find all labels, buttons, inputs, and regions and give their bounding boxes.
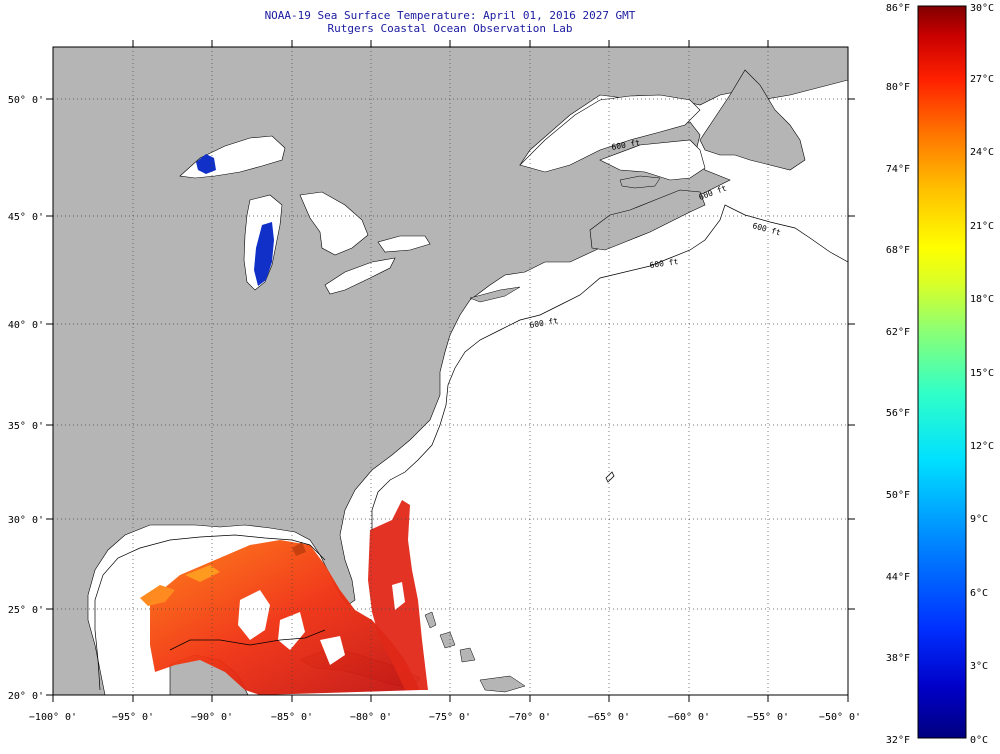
cb-label-c: 6°C [970, 588, 988, 599]
y-label: 35° 0' [8, 421, 44, 432]
y-label: 45° 0' [8, 212, 44, 223]
lake-michigan-cold [254, 222, 274, 286]
land-long-island [469, 286, 521, 303]
cb-label-c: 24°C [970, 147, 994, 158]
x-label: −65° 0' [588, 712, 630, 723]
cb-label-c: 0°C [970, 735, 988, 746]
land-pei [619, 175, 661, 189]
isobath-line-florida [169, 629, 326, 651]
x-label: −60° 0' [668, 712, 710, 723]
island-bermuda [605, 471, 615, 483]
x-label: −90° 0' [191, 712, 233, 723]
y-label: 30° 0' [8, 515, 44, 526]
lake-huron [299, 191, 369, 256]
axis-ticks [46, 40, 855, 702]
isobath-line-gulf [94, 534, 326, 691]
lake-ontario [377, 235, 431, 253]
x-label: −100° 0' [29, 712, 77, 723]
cb-label-f: 38°F [886, 653, 910, 664]
bahamas-islands [424, 611, 476, 663]
cb-label-c: 21°C [970, 221, 994, 232]
x-label: −70° 0' [509, 712, 551, 723]
cb-label-f: 50°F [886, 490, 910, 501]
x-axis-labels: −100° 0' −95° 0' −90° 0' −85° 0' −80° 0'… [29, 712, 861, 723]
map-subtitle: Rutgers Coastal Ocean Observation Lab [327, 22, 573, 35]
cb-label-c: 18°C [970, 294, 994, 305]
cb-label-f: 74°F [886, 164, 910, 175]
cb-label-f: 80°F [886, 82, 910, 93]
sst-swath-gulf [150, 540, 420, 695]
sst-patch-orange-2 [185, 565, 220, 582]
cb-label-c: 3°C [970, 661, 988, 672]
sst-patch-orange [140, 585, 175, 606]
land-hispaniola [479, 675, 526, 693]
y-label: 20° 0' [8, 691, 44, 702]
cb-label-f: 32°F [886, 735, 910, 746]
isobath-label: 600 ft [649, 257, 679, 270]
isobath-line [371, 204, 848, 530]
cb-label-f: 62°F [886, 327, 910, 338]
x-label: −80° 0' [350, 712, 392, 723]
lake-pontchartrain-patch [292, 542, 306, 556]
colorbar-fahrenheit-labels: 86°F 80°F 74°F 68°F 62°F 56°F 50°F 44°F … [886, 3, 910, 746]
x-label: −95° 0' [112, 712, 154, 723]
colorbar [917, 5, 967, 739]
land-newfoundland [699, 69, 806, 171]
cb-label-c: 15°C [970, 368, 994, 379]
y-axis-labels: 50° 0' 45° 0' 40° 0' 35° 0' 30° 0' 25° 0… [8, 95, 44, 702]
gulf-st-lawrence-south [599, 139, 706, 181]
cb-label-c: 12°C [970, 441, 994, 452]
x-label: −55° 0' [747, 712, 789, 723]
cb-label-c: 27°C [970, 74, 994, 85]
lake-erie [324, 257, 396, 295]
y-label: 25° 0' [8, 605, 44, 616]
colorbar-celsius-labels: 30°C 27°C 24°C 21°C 18°C 15°C 12°C 9°C 6… [970, 3, 994, 746]
land-nova-scotia [589, 189, 706, 251]
cb-label-c: 9°C [970, 514, 988, 525]
graticule [53, 47, 848, 695]
y-label: 50° 0' [8, 95, 44, 106]
cb-label-f: 44°F [886, 572, 910, 583]
cb-label-c: 30°C [970, 3, 994, 14]
x-label: −85° 0' [271, 712, 313, 723]
cb-label-f: 56°F [886, 408, 910, 419]
map-title: NOAA-19 Sea Surface Temperature: April 0… [264, 9, 636, 22]
gulf-st-lawrence [519, 94, 701, 173]
y-label: 40° 0' [8, 320, 44, 331]
x-label: −50° 0' [819, 712, 861, 723]
x-label: −75° 0' [429, 712, 471, 723]
cb-label-f: 68°F [886, 245, 910, 256]
cb-label-f: 86°F [886, 3, 910, 14]
lake-superior-cold [196, 154, 216, 174]
